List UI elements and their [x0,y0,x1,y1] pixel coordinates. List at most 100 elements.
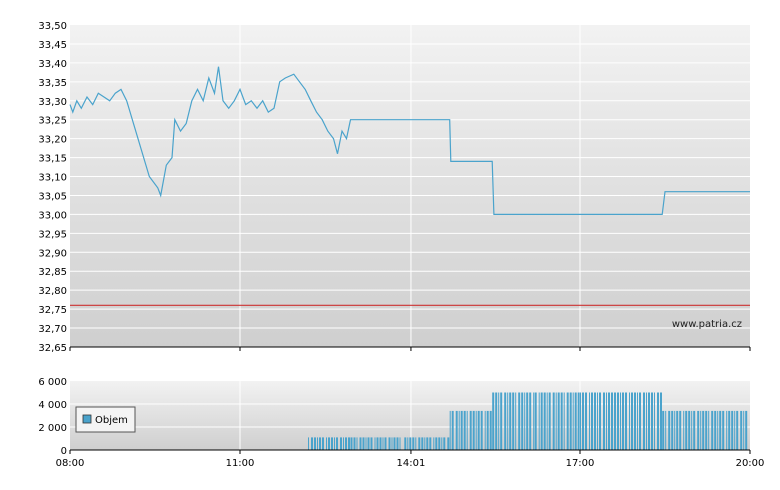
volume-bar [708,410,710,450]
volume-bar [736,410,739,450]
volume-bar [407,437,409,450]
volume-y-tick-label: 6 000 [38,377,67,388]
volume-y-tick-label: 0 [61,446,67,457]
volume-bar [719,410,722,450]
price-chart-panel: 33,50 33,45 33,40 33,35 33,30 33,25 33,20 33,15… [38,21,751,354]
volume-bar [504,392,507,450]
volume-bar [691,410,693,450]
volume-bar [731,410,734,450]
price-plot-background [70,25,750,347]
volume-bar [412,437,415,450]
volume-bar [477,410,480,450]
volume-bar [418,437,421,450]
volume-bar [399,437,401,450]
volume-bar [365,437,367,450]
volume-bar [637,392,638,450]
volume-bar [460,410,463,450]
volume-bar [693,410,696,450]
volume-bar [391,437,393,450]
volume-bar [620,392,621,450]
volume-bar [388,437,391,450]
legend-label-objem: Objem [95,415,128,426]
volume-bar [683,410,685,450]
volume-x-axis: 08:00 11:00 14:01 17:00 20:00 [56,450,764,469]
volume-bar [552,392,555,450]
volume-bar [466,410,468,450]
volume-bar [524,392,526,450]
volume-bar [455,410,458,450]
volume-bar [654,392,655,450]
volume-bar [705,410,708,450]
volume-bar [745,410,748,450]
volume-bar [518,392,521,450]
volume-bar [409,437,412,450]
volume-bar [646,392,647,450]
volume-bar [451,410,454,450]
volume-bar [631,392,633,450]
watermark: www.patria.cz [672,319,742,330]
volume-bar [308,437,309,450]
volume-bar [674,410,676,450]
volume-bar [534,392,537,450]
price-y-tick-label: 33,45 [38,40,67,51]
volume-bar [702,410,705,450]
volume-bar [521,392,524,450]
volume-bar [343,437,344,450]
volume-bar [714,410,717,450]
volume-bar [435,437,438,450]
volume-bar [331,437,333,450]
volume-bar [356,437,358,450]
volume-bar [555,392,557,450]
volume-bar [350,437,353,450]
volume-bar [498,392,500,450]
price-y-tick-label: 33,35 [38,78,67,89]
volume-bar [311,437,313,450]
volume-bar [396,437,399,450]
price-x-ticks [69,347,751,351]
volume-bar [475,410,477,450]
volume-bar [500,392,503,450]
volume-bar [393,437,396,450]
price-y-tick-label: 32,80 [38,286,67,297]
volume-bar [415,437,417,450]
volume-bar [603,392,605,450]
volume-bar [367,437,370,450]
volume-bar [382,437,384,450]
volume-bar [676,410,679,450]
volume-bar [711,410,714,450]
volume-bar [486,410,489,450]
price-gridlines [70,25,750,347]
volume-bar [591,392,593,450]
volume-gridlines [70,381,750,450]
volume-chart-panel: 6 000 4 000 2 000 0 08:00 11:00 14:01 17:00 20:… [38,377,764,469]
volume-bar [447,437,450,450]
volume-bar [489,410,492,450]
price-y-tick-label: 33,25 [38,116,67,127]
volume-bar [512,392,515,450]
volume-bar [326,437,327,450]
volume-y-tick-label: 2 000 [38,423,67,434]
volume-bar [546,392,548,450]
volume-bar [458,410,460,450]
price-y-tick-label: 33,40 [38,59,67,70]
volume-bar [509,392,512,450]
volume-bar [606,392,607,450]
volume-bar [639,392,641,450]
volume-bar [334,437,335,450]
volume-bar [566,392,569,450]
volume-bar [515,392,517,450]
volume-bar [441,437,443,450]
volume-bar [328,437,330,450]
volume-bar [336,437,338,450]
volume-bar [322,437,324,450]
price-y-axis: 33,50 33,45 33,40 33,35 33,30 33,25 33,20 33,15… [38,21,67,354]
volume-bar [740,410,743,450]
price-y-tick-label: 33,30 [38,97,67,108]
volume-bar [463,410,466,450]
volume-bar [743,410,745,450]
price-y-tick-label: 33,50 [38,21,67,32]
volume-bar [404,437,407,450]
volume-bar [374,437,376,450]
volume-bar [679,410,682,450]
